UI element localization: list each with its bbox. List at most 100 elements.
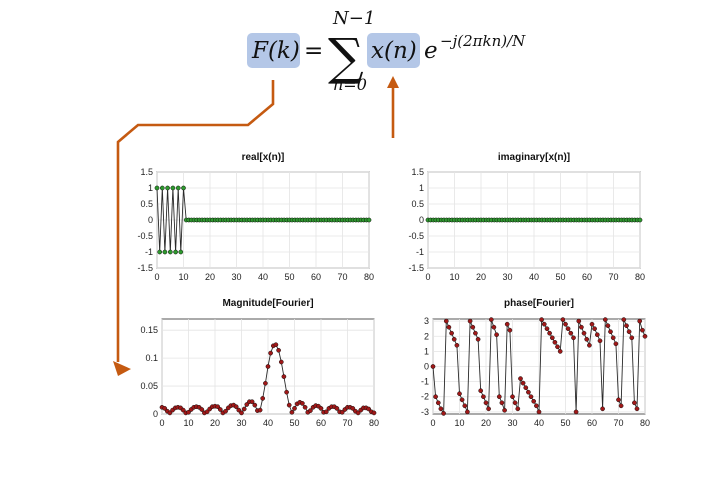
- x-tick-label: 30: [507, 418, 517, 428]
- y-tick-label: 2: [424, 331, 429, 341]
- plot-imaginary-title: imaginary[x(n)]: [498, 152, 570, 163]
- y-tick-label: 0: [148, 215, 153, 225]
- y-tick-label: 1: [419, 183, 424, 193]
- x-tick-label: 70: [608, 272, 618, 282]
- equation-lhs: F(k): [251, 38, 300, 64]
- data-point: [608, 329, 613, 335]
- data-point: [233, 404, 239, 410]
- data-point: [618, 403, 624, 409]
- output-arrow-head: [113, 361, 131, 376]
- data-point: [302, 404, 308, 410]
- data-point: [504, 321, 510, 327]
- data-point: [366, 217, 372, 223]
- x-tick-label: 10: [454, 418, 464, 428]
- data-point: [488, 317, 494, 322]
- data-point: [334, 406, 340, 411]
- data-point: [276, 347, 281, 353]
- data-point: [465, 409, 470, 415]
- data-point: [236, 407, 242, 413]
- data-point: [318, 406, 324, 411]
- data-point: [518, 376, 523, 381]
- data-point: [557, 349, 563, 354]
- data-point: [486, 406, 491, 412]
- y-tick-label: 1.5: [411, 167, 424, 177]
- data-point: [544, 326, 550, 332]
- x-tick-label: 80: [364, 272, 374, 282]
- data-point: [499, 400, 505, 406]
- data-point: [481, 394, 486, 400]
- plot-magnitude-xticks: 0 10 20 30 40 50 60 70 80: [159, 418, 379, 428]
- x-tick-label: 30: [236, 418, 246, 428]
- data-point: [552, 339, 558, 345]
- data-point: [475, 336, 481, 342]
- y-tick-label: 0.1: [145, 353, 158, 363]
- data-point: [640, 327, 645, 333]
- x-tick-label: 70: [337, 272, 347, 282]
- data-point: [449, 330, 454, 336]
- data-point: [239, 410, 244, 416]
- data-point: [165, 185, 170, 191]
- x-tick-label: 60: [587, 418, 597, 428]
- data-point: [478, 388, 484, 394]
- data-point: [462, 403, 468, 409]
- x-tick-label: 80: [640, 418, 650, 428]
- sum-lower-limit: n=0: [333, 75, 367, 94]
- x-tick-label: 0: [159, 418, 164, 428]
- plot-real-xticks: 0 10 20 30 40 50 60 70 80: [154, 272, 374, 282]
- data-point: [257, 407, 263, 413]
- data-point: [616, 397, 621, 403]
- y-tick-label: 0.05: [140, 381, 158, 391]
- plot-phase-xticks: 0 10 20 30 40 50 60 70 80: [430, 418, 650, 428]
- data-point: [536, 409, 542, 415]
- data-point: [520, 380, 526, 386]
- plot-phase-title: phase[Fourier]: [504, 298, 574, 309]
- y-tick-label: -0.5: [408, 231, 424, 241]
- y-tick-label: 1: [148, 183, 153, 193]
- plot-magnitude-title: Magnitude[Fourier]: [222, 298, 313, 309]
- data-point: [592, 326, 597, 332]
- data-point: [157, 249, 163, 255]
- data-point: [507, 327, 513, 333]
- dft-equation: F(k) = N−1 ∑ n=0 x(n) e −j(2πkn)/N: [247, 8, 526, 94]
- y-tick-label: -1: [421, 377, 429, 387]
- data-point: [626, 329, 632, 335]
- y-tick-label: 3: [424, 316, 429, 326]
- data-point: [446, 324, 452, 330]
- data-point: [186, 409, 191, 415]
- data-point: [523, 385, 529, 391]
- data-point: [252, 402, 258, 408]
- data-point: [597, 338, 603, 344]
- x-tick-label: 50: [555, 272, 565, 282]
- data-point: [167, 410, 173, 416]
- exp-base: e: [424, 38, 438, 64]
- output-arrow-line: [116, 80, 275, 362]
- data-point: [459, 397, 465, 403]
- data-point: [470, 324, 476, 330]
- y-tick-label: 0.5: [411, 199, 424, 209]
- x-tick-label: 40: [263, 418, 273, 428]
- plot-imaginary: imaginary[x(n)] 1.5 1 0.5 0 -0.5 -1 -1.5 0 10 20…: [408, 152, 645, 282]
- data-point: [430, 364, 436, 369]
- plot-real: real[x(n)] 1.5 1 0.5 0 -0.5 -1 -1.5 0 10 20 30 40 5…: [137, 152, 374, 282]
- data-point: [632, 400, 637, 406]
- data-point: [366, 406, 372, 412]
- equation-term: x(n): [371, 38, 417, 64]
- data-point: [273, 342, 279, 348]
- x-tick-label: 20: [205, 272, 215, 282]
- data-point: [637, 217, 643, 223]
- data-point: [531, 398, 537, 404]
- data-point: [642, 333, 648, 339]
- data-point: [547, 330, 552, 336]
- plot-real-series: [154, 185, 372, 255]
- data-point: [573, 409, 579, 415]
- data-point: [178, 249, 184, 255]
- data-point: [181, 185, 186, 191]
- data-point: [549, 335, 555, 341]
- data-point: [159, 185, 165, 191]
- data-point: [268, 350, 273, 356]
- data-point: [286, 402, 292, 408]
- equation-equals: =: [304, 38, 323, 64]
- data-point: [457, 391, 462, 397]
- x-tick-label: 80: [369, 418, 379, 428]
